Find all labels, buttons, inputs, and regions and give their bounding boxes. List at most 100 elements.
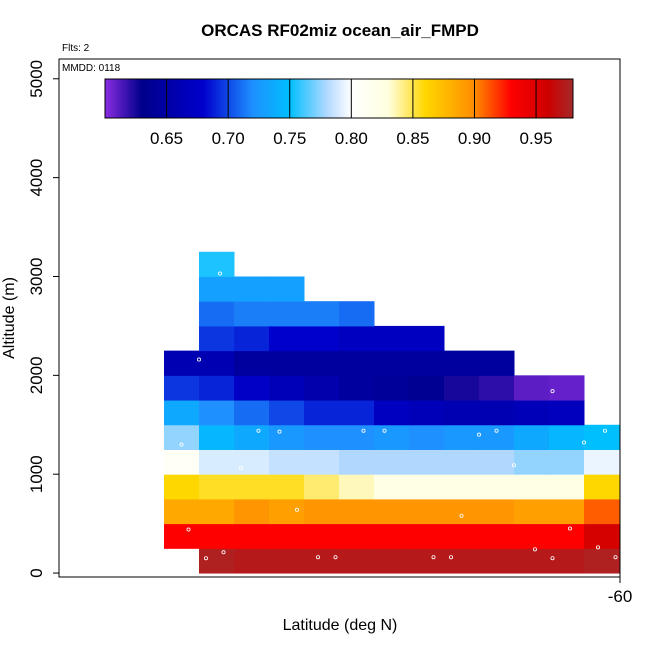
y-axis-title: Altitude (m)	[1, 277, 18, 359]
heatmap-cell	[269, 474, 305, 500]
colorbar-tick-label: 0.75	[273, 129, 306, 148]
heatmap-cell	[549, 474, 585, 500]
heatmap-cell	[269, 276, 305, 302]
heatmap-cell	[514, 548, 550, 574]
heatmap-cell	[199, 424, 235, 450]
heatmap-cell	[269, 400, 305, 426]
plot-frame	[58, 58, 621, 578]
heatmap-cell	[479, 424, 515, 450]
heatmap-cell	[444, 449, 480, 475]
heatmap-cell	[584, 474, 620, 500]
heatmap-cell	[479, 523, 515, 549]
heatmap-cell	[444, 375, 480, 401]
colorbar-tick-label: 0.70	[212, 129, 245, 148]
heatmap-cell	[304, 325, 340, 352]
heatmap-cell	[304, 548, 340, 574]
heatmap-cell	[549, 548, 585, 574]
heatmap-cell	[234, 301, 270, 327]
heatmap-cell	[269, 498, 305, 525]
heatmap-cell	[269, 523, 305, 549]
heatmap-cell	[269, 424, 305, 450]
heatmap-cell	[164, 375, 200, 401]
sample-point	[613, 555, 618, 560]
heatmap-cell	[549, 400, 585, 426]
sample-point	[533, 547, 538, 552]
heatmap-cell	[199, 375, 235, 401]
heatmap-cell	[304, 523, 340, 549]
heatmap-cell	[234, 474, 270, 500]
heatmap-cell	[304, 301, 340, 327]
heatmap-cell	[514, 424, 550, 450]
heatmap-cell	[374, 325, 410, 352]
heatmap-cell	[199, 449, 235, 475]
heatmap-cell	[339, 424, 375, 450]
heatmap-cell	[584, 449, 620, 475]
heatmap-cell	[479, 375, 515, 401]
colorbar-tick-label: 0.90	[458, 129, 491, 148]
y-tick-label: 3000	[27, 258, 46, 296]
sample-point	[382, 428, 387, 433]
heatmap-cell	[549, 498, 585, 525]
x-axis: -60	[608, 577, 632, 606]
sample-point	[431, 555, 436, 560]
sample-point	[315, 555, 320, 560]
heatmap-cell	[269, 301, 305, 327]
heatmap-cell	[444, 350, 480, 376]
heatmap-cell	[409, 325, 445, 352]
sample-point	[512, 463, 517, 468]
heatmap-cell	[199, 251, 235, 277]
heatmap-cell	[234, 424, 270, 450]
heatmap-cell	[339, 548, 375, 574]
sample-point	[217, 271, 222, 276]
heatmap-cell	[409, 424, 445, 450]
colorbar-tick-label: 0.95	[520, 129, 553, 148]
heatmap-cell	[549, 375, 585, 401]
heatmap-cell	[409, 474, 445, 500]
heatmap-cell	[164, 523, 200, 549]
sample-point	[550, 389, 555, 394]
sample-point	[333, 555, 338, 560]
heatmap-cell	[304, 498, 340, 525]
heatmap-cell	[304, 375, 340, 401]
heatmap-cell	[584, 498, 620, 525]
sample-point	[596, 545, 601, 550]
y-axis: 0 1000 2000 3000 4000 5000	[27, 60, 59, 578]
heatmap-cell	[374, 474, 410, 500]
heatmap-cell	[549, 449, 585, 475]
heatmap-cell	[584, 548, 620, 574]
heatmap-cell	[409, 375, 445, 401]
heatmap-cell	[234, 325, 270, 352]
heatmap-cells	[164, 251, 620, 574]
heatmap-cell	[374, 375, 410, 401]
chart-title: ORCAS RF02miz ocean_air_FMPD	[201, 21, 479, 40]
heatmap-cell	[234, 400, 270, 426]
colorbar-tick-label: 0.85	[396, 129, 429, 148]
sample-point	[196, 357, 201, 362]
heatmap-cell	[479, 350, 515, 376]
heatmap-cell	[444, 474, 480, 500]
heatmap-cell	[199, 276, 235, 302]
heatmap-cell	[444, 400, 480, 426]
heatmap-cell	[479, 498, 515, 525]
date-note: MMDD: 0118	[62, 63, 121, 74]
sample-point	[294, 507, 299, 512]
heatmap-cell	[549, 424, 585, 450]
heatmap-cell	[409, 400, 445, 426]
sample-point	[238, 466, 243, 471]
heatmap-cell	[514, 498, 550, 525]
heatmap-cell	[339, 449, 375, 475]
heatmap-cell	[234, 548, 270, 574]
colorbar-ticks: 0.65 0.70 0.75 0.80 0.85 0.90 0.95	[150, 79, 553, 148]
heatmap-cell	[164, 449, 200, 475]
heatmap-cell	[514, 474, 550, 500]
heatmap-cell	[584, 523, 620, 549]
y-tick-label: 1000	[27, 455, 46, 493]
heatmap-cell	[549, 523, 585, 549]
heatmap-cell	[339, 498, 375, 525]
heatmap-cell	[479, 548, 515, 574]
heatmap-cell	[304, 474, 340, 500]
heatmap-cell	[164, 400, 200, 426]
heatmap-cell	[514, 400, 550, 426]
heatmap-cell	[479, 474, 515, 500]
